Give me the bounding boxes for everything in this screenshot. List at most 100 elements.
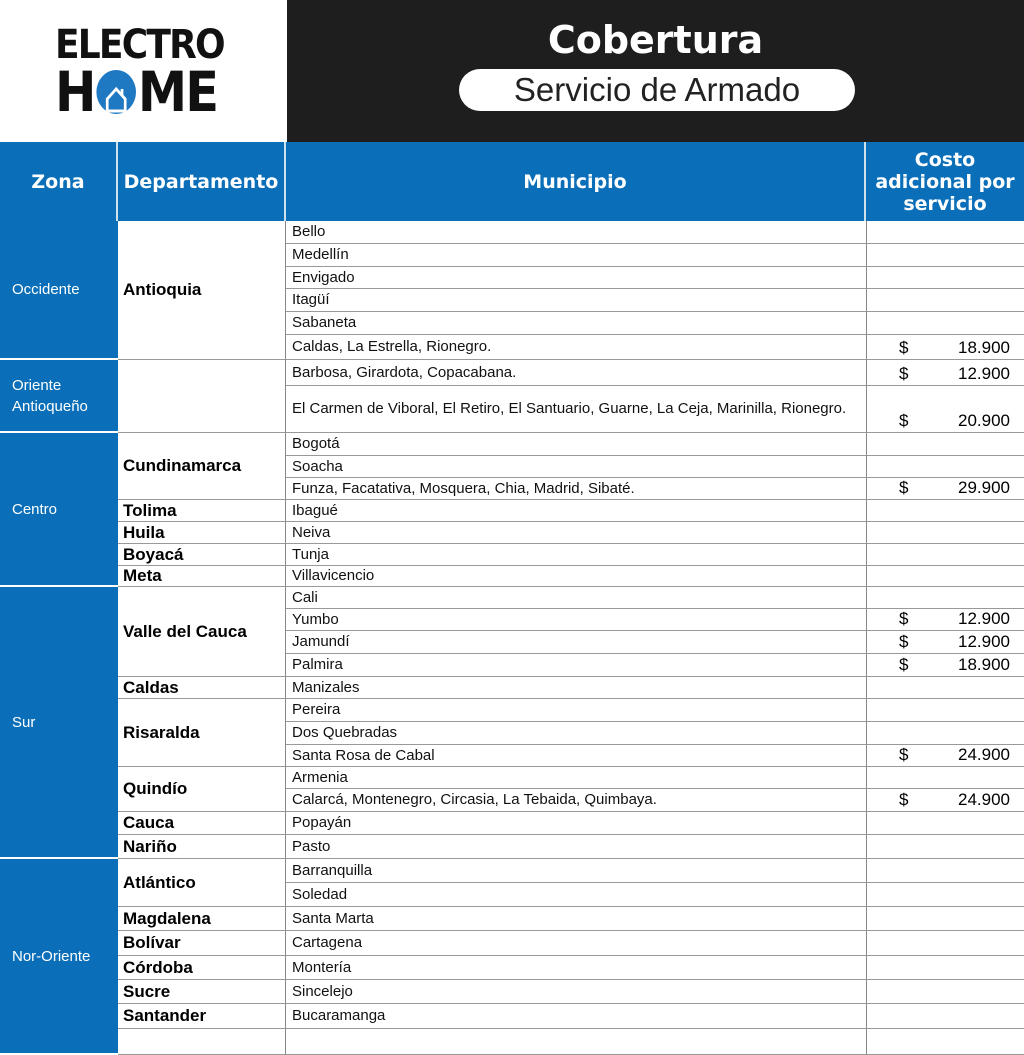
municipio-cell: Calarcá, Montenegro, Circasia, La Tebaid… xyxy=(286,789,866,812)
department-cell xyxy=(118,1029,286,1055)
cost-cell xyxy=(866,835,1024,859)
cost-cell xyxy=(866,722,1024,745)
municipio-cell: Ibagué xyxy=(286,500,866,522)
currency-symbol: $ xyxy=(899,632,909,651)
cost-cell xyxy=(866,812,1024,835)
municipio-cell: Cartagena xyxy=(286,931,866,956)
municipio-cell: Dos Quebradas xyxy=(286,722,866,745)
department-cell: Nariño xyxy=(118,835,286,859)
municipio-cell: Soledad xyxy=(286,883,866,907)
cost-cell xyxy=(866,500,1024,522)
page-title: Cobertura xyxy=(547,18,764,62)
cost-cell xyxy=(866,1004,1024,1029)
zone-cell: Nor-Oriente xyxy=(0,859,118,1055)
cost-cell xyxy=(866,289,1024,312)
header-departamento: Departamento xyxy=(118,142,286,221)
title-banner: Cobertura Servicio de Armado xyxy=(287,0,1024,142)
department-cell: Quindío xyxy=(118,767,286,812)
municipio-cell: Popayán xyxy=(286,812,866,835)
cost-cell xyxy=(866,677,1024,699)
municipio-cell: Montería xyxy=(286,956,866,980)
municipio-cell: Soacha xyxy=(286,456,866,478)
municipio-cell: Villavicencio xyxy=(286,566,866,587)
logo-text-electro: ELECTRO xyxy=(55,22,226,68)
header-zona: Zona xyxy=(0,142,118,221)
cost-value: 12.900 xyxy=(958,632,1010,651)
municipio-cell: Jamundí xyxy=(286,631,866,654)
department-cell: Boyacá xyxy=(118,544,286,566)
cost-cell: $20.900 xyxy=(866,386,1024,433)
cost-cell xyxy=(866,699,1024,722)
cost-value: 12.900 xyxy=(958,609,1010,628)
municipio-cell: Neiva xyxy=(286,522,866,544)
department-cell: Cundinamarca xyxy=(118,433,286,500)
cost-cell xyxy=(866,522,1024,544)
department-cell: Tolima xyxy=(118,500,286,522)
cost-cell xyxy=(866,956,1024,980)
municipio-cell: Barbosa, Girardota, Copacabana. xyxy=(286,360,866,386)
municipio-cell: Bucaramanga xyxy=(286,1004,866,1029)
municipio-cell: Barranquilla xyxy=(286,859,866,883)
municipio-cell: Medellín xyxy=(286,244,866,267)
department-cell: Magdalena xyxy=(118,907,286,931)
page-subtitle: Servicio de Armado xyxy=(459,69,855,111)
cost-cell: $12.900 xyxy=(866,609,1024,631)
cost-cell xyxy=(866,221,1024,244)
municipio-cell: Santa Marta xyxy=(286,907,866,931)
department-cell xyxy=(118,360,286,433)
municipio-cell: Itagüí xyxy=(286,289,866,312)
cost-cell xyxy=(866,883,1024,907)
municipio-cell: Manizales xyxy=(286,677,866,699)
department-cell: Santander xyxy=(118,1004,286,1029)
currency-symbol: $ xyxy=(899,478,909,497)
department-cell: Antioquia xyxy=(118,221,286,360)
cost-cell: $12.900 xyxy=(866,631,1024,654)
municipio-cell: Pereira xyxy=(286,699,866,722)
currency-symbol: $ xyxy=(899,338,909,357)
zone-cell: Occidente xyxy=(0,221,118,360)
municipio-cell: Sabaneta xyxy=(286,312,866,335)
department-cell: Sucre xyxy=(118,980,286,1004)
department-cell: Cauca xyxy=(118,812,286,835)
currency-symbol: $ xyxy=(899,609,909,628)
cost-cell xyxy=(866,859,1024,883)
municipio-cell: Tunja xyxy=(286,544,866,566)
zone-cell: Oriente Antioqueño xyxy=(0,360,118,433)
cost-cell: $29.900 xyxy=(866,478,1024,500)
department-cell: Valle del Cauca xyxy=(118,587,286,677)
currency-symbol: $ xyxy=(899,790,909,809)
logo-letter-h: H xyxy=(55,60,96,124)
cost-value: 18.900 xyxy=(958,338,1010,357)
cost-cell: $24.900 xyxy=(866,789,1024,812)
zone-cell: Centro xyxy=(0,433,118,587)
cost-value: 18.900 xyxy=(958,655,1010,674)
cost-cell xyxy=(866,931,1024,956)
header-municipio: Municipio xyxy=(286,142,866,221)
municipio-cell: Bogotá xyxy=(286,433,866,456)
cost-cell: $24.900 xyxy=(866,745,1024,767)
house-icon xyxy=(96,70,137,114)
cost-cell: $18.900 xyxy=(866,654,1024,677)
zone-cell: Sur xyxy=(0,587,118,859)
department-cell: Meta xyxy=(118,566,286,587)
cost-value: 20.900 xyxy=(958,411,1010,430)
electrohome-logo: ELECTRO H ME xyxy=(0,0,287,142)
logo-letters-me: ME xyxy=(137,60,219,124)
cost-cell xyxy=(866,433,1024,456)
department-cell: Atlántico xyxy=(118,859,286,907)
department-cell: Huila xyxy=(118,522,286,544)
cost-value: 24.900 xyxy=(958,790,1010,809)
department-cell: Bolívar xyxy=(118,931,286,956)
cost-cell xyxy=(866,980,1024,1004)
municipio-cell: Palmira xyxy=(286,654,866,677)
currency-symbol: $ xyxy=(899,655,909,674)
department-cell: Córdoba xyxy=(118,956,286,980)
department-cell: Risaralda xyxy=(118,699,286,767)
cost-cell xyxy=(866,312,1024,335)
header-costo: Costo adicional por servicio xyxy=(866,142,1024,221)
cost-cell: $12.900 xyxy=(866,360,1024,386)
municipio-cell: Envigado xyxy=(286,267,866,289)
cost-value: 24.900 xyxy=(958,745,1010,764)
municipio-cell: Funza, Facatativa, Mosquera, Chia, Madri… xyxy=(286,478,866,500)
municipio-cell: Sincelejo xyxy=(286,980,866,1004)
